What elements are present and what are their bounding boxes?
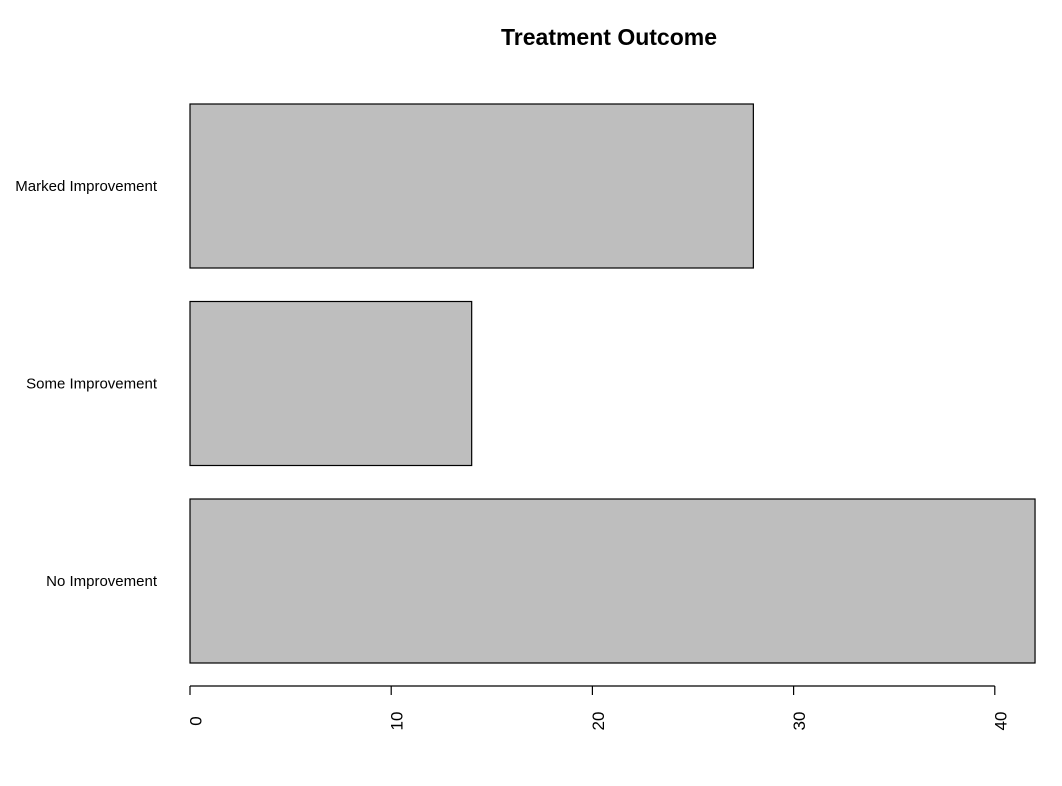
category-label-no-improvement: No Improvement bbox=[46, 573, 158, 590]
category-label-marked-improvement: Marked Improvement bbox=[15, 178, 158, 195]
x-axis: 0 10 20 30 40 bbox=[187, 685, 1010, 731]
x-tick-label-40: 40 bbox=[991, 712, 1010, 731]
category-label-some-improvement: Some Improvement bbox=[26, 376, 158, 393]
bar-marked-improvement bbox=[189, 103, 754, 269]
bar-some-improvement bbox=[189, 300, 473, 467]
bars-layer bbox=[189, 103, 1036, 664]
chart-title: Treatment Outcome bbox=[501, 24, 717, 50]
bar-no-improvement bbox=[189, 498, 1036, 664]
x-tick-label-30: 30 bbox=[790, 712, 809, 731]
x-tick-label-10: 10 bbox=[388, 712, 407, 731]
x-tick-label-0: 0 bbox=[187, 716, 206, 725]
x-tick-label-20: 20 bbox=[589, 712, 608, 731]
category-labels: No Improvement Some Improvement Marked Imp… bbox=[15, 178, 158, 590]
